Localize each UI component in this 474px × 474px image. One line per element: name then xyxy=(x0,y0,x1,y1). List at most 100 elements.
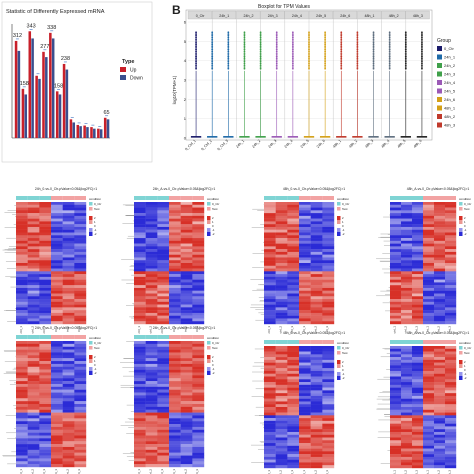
heatmap-cell xyxy=(322,376,335,380)
outlier-0_Ctrl_1-5 xyxy=(195,59,197,61)
heatmap-cell xyxy=(145,444,158,448)
heatmap-cell xyxy=(62,263,75,266)
heatmap-cell xyxy=(51,341,63,345)
heatmap-cell xyxy=(74,452,87,456)
color-scale-label-1: 1 xyxy=(94,220,96,224)
heatmap-cell xyxy=(74,464,87,468)
heatmap-cell xyxy=(310,440,323,444)
outlier-48h_3-7 xyxy=(372,55,375,58)
outlier-24h_6-17 xyxy=(324,38,327,41)
heatmap-legend-title: condition xyxy=(459,341,471,345)
heatmap-cell xyxy=(264,263,276,266)
heatmap-cell xyxy=(322,204,335,208)
heatmap-cell xyxy=(275,426,288,430)
heatmap-cell xyxy=(16,246,28,250)
heatmap-cell xyxy=(287,362,300,366)
heatmap-cell xyxy=(310,418,323,422)
heatmap-cell xyxy=(145,361,158,365)
heatmap-cell xyxy=(445,224,457,228)
heatmap-cell xyxy=(16,265,28,269)
heatmap-cell xyxy=(423,434,435,438)
heatmap-column-label-trt_3: trt_3 xyxy=(77,469,81,474)
heatmap-cell xyxy=(169,395,181,399)
heatmap-cell xyxy=(299,454,311,458)
boxplot-legend-swatch-24h_6 xyxy=(437,97,442,102)
heatmap-cell xyxy=(62,274,75,278)
color-scale-label-1: 1 xyxy=(342,220,344,224)
heatmap-cell xyxy=(434,215,446,219)
heatmap-cell xyxy=(310,390,323,394)
color-scale-step-3 xyxy=(89,228,93,232)
heatmap-cell xyxy=(310,218,323,222)
heatmap-cell xyxy=(62,401,75,405)
heatmap-cell xyxy=(445,276,457,280)
outlier-24h_6-19 xyxy=(324,34,327,37)
heatmap-cell xyxy=(51,282,63,286)
heatmap-cell xyxy=(39,401,52,405)
outlier-0_Ctrl_3-9 xyxy=(227,52,230,55)
heatmap-cell xyxy=(157,383,170,388)
heatmap-cell xyxy=(16,321,28,325)
heatmap-cell xyxy=(16,441,28,445)
heatmap-legend-title: condition xyxy=(89,336,101,340)
heatmap-cell xyxy=(51,260,63,264)
outlier-0_Ctrl_2-6 xyxy=(211,57,214,60)
heatmap-cell xyxy=(27,307,40,311)
heatmap-cell xyxy=(299,312,311,316)
heatmap-cell xyxy=(27,438,40,442)
heatmap-cell xyxy=(412,204,424,208)
heatmap-cell xyxy=(51,429,63,433)
y-tick-3: 3 xyxy=(184,78,187,83)
heatmap-cell xyxy=(145,438,158,442)
heatmap-cell xyxy=(287,268,300,272)
heatmap-cell xyxy=(412,312,424,316)
heatmap-cell xyxy=(39,409,52,413)
outlier-24h_5-2 xyxy=(308,64,310,67)
heatmap-cell xyxy=(275,224,288,228)
heatmap-cell xyxy=(434,357,446,361)
heatmap-cell xyxy=(169,235,181,239)
heatmap-cell xyxy=(401,229,413,233)
heatmap-title-4: 48h_A-vs-0_Ctr-pValue<0.05&|log2FC|>1 xyxy=(407,187,470,191)
heatmap-cell xyxy=(16,235,28,239)
outlier-24h_5-17 xyxy=(308,38,310,41)
heatmap-cell xyxy=(445,454,457,458)
heatmap-legend-label-0: 0_Ctr xyxy=(94,202,101,206)
heatmap-cell xyxy=(39,389,52,393)
box-24h_6 xyxy=(319,136,331,138)
heatmap-cell xyxy=(39,386,52,390)
heatmap-cell xyxy=(145,341,158,345)
heatmap-cell xyxy=(74,304,87,308)
heatmap-cell xyxy=(434,296,446,300)
heatmap-cell xyxy=(74,224,87,228)
heatmap-cell xyxy=(322,232,335,236)
color-scale-label-3: -1 xyxy=(94,367,97,371)
heatmap-cell xyxy=(401,271,413,275)
heatmap-cell xyxy=(401,390,413,394)
heatmap-cell xyxy=(39,355,52,359)
heatmap-cell xyxy=(51,202,63,205)
facet-label-24h_6: 24h_6 xyxy=(340,14,350,18)
heatmap-cell xyxy=(192,386,205,390)
heatmap-cell xyxy=(434,304,446,308)
heatmap-cell xyxy=(401,318,413,322)
heatmap-cell xyxy=(62,343,75,347)
heatmap-cell xyxy=(192,435,205,439)
heatmap-cell xyxy=(299,240,311,244)
heatmap-cell xyxy=(287,384,300,388)
heatmap-cell xyxy=(299,310,311,314)
heatmap-cell xyxy=(287,315,300,319)
heatmap-cell xyxy=(180,395,193,399)
color-scale-label-4: -2 xyxy=(464,376,467,380)
color-scale-label-1: 1 xyxy=(464,364,466,368)
heatmap-cell xyxy=(275,232,288,236)
heatmap-cell xyxy=(423,462,435,466)
heatmap-cell xyxy=(310,398,323,402)
heatmap-cell xyxy=(62,276,75,280)
heatmap-cell xyxy=(39,426,52,430)
heatmap-cell xyxy=(39,299,52,303)
heatmap-cell xyxy=(192,446,205,451)
bar-down-c6 xyxy=(51,38,55,138)
heatmap-cell xyxy=(401,423,413,427)
heatmap-cell xyxy=(401,434,413,438)
